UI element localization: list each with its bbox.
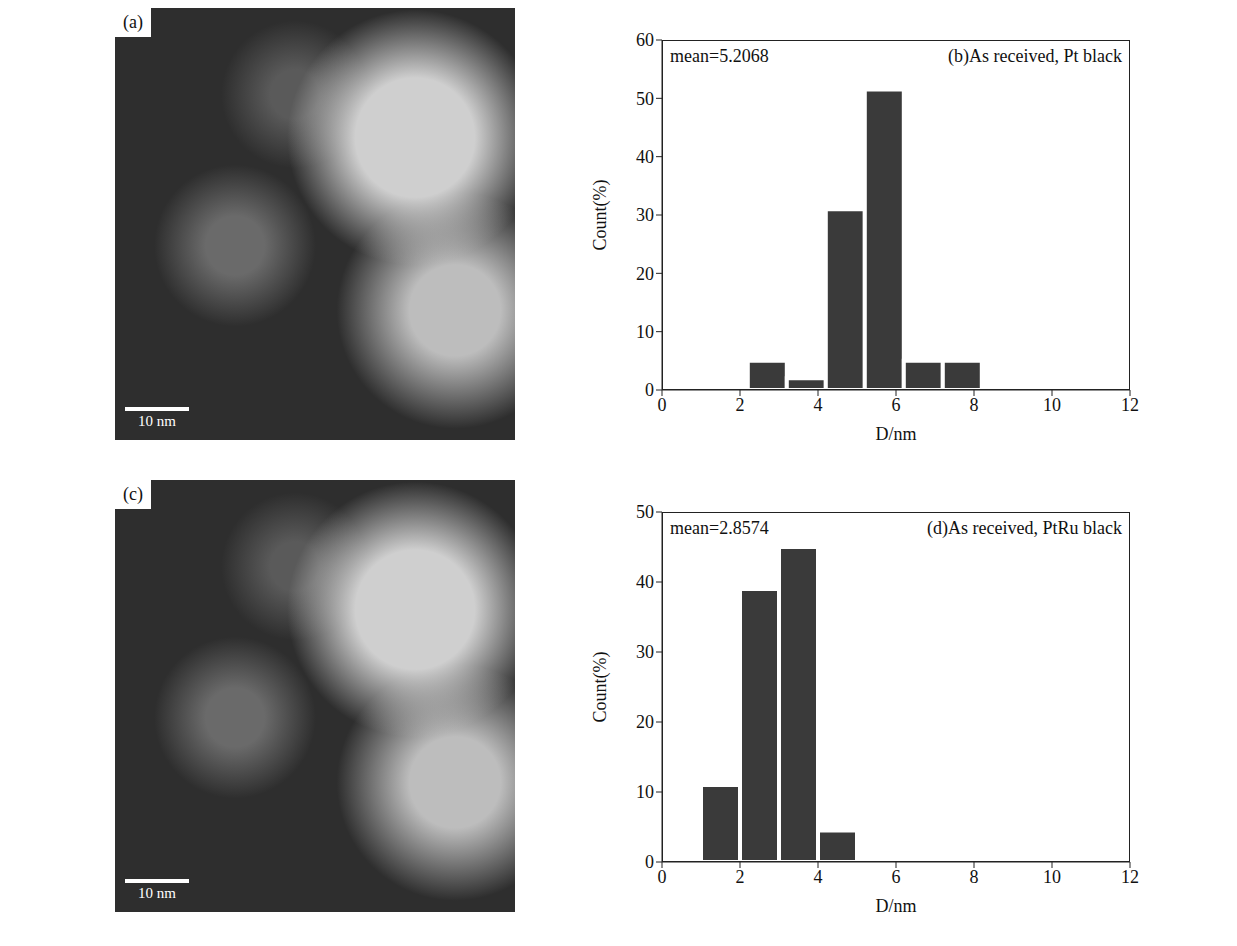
- svg-text:60: 60: [636, 30, 654, 50]
- svg-text:12: 12: [1121, 395, 1139, 415]
- svg-text:40: 40: [636, 147, 654, 167]
- svg-text:50: 50: [636, 89, 654, 109]
- svg-text:30: 30: [636, 205, 654, 225]
- svg-text:12: 12: [1121, 867, 1139, 887]
- svg-text:4: 4: [814, 395, 823, 415]
- svg-text:8: 8: [970, 867, 979, 887]
- html-text:(a): (a): [123, 12, 143, 32]
- svg-text:10: 10: [636, 322, 654, 342]
- svg-text:D/nm: D/nm: [875, 896, 916, 916]
- svg-text:0: 0: [645, 852, 654, 872]
- svg-text:0: 0: [658, 867, 667, 887]
- html-text:10 nm: 10 nm: [138, 413, 176, 429]
- svg-text:6: 6: [892, 395, 901, 415]
- svg-text:20: 20: [636, 264, 654, 284]
- svg-text:10: 10: [636, 782, 654, 802]
- svg-text:2: 2: [736, 867, 745, 887]
- svg-text:10: 10: [1043, 395, 1061, 415]
- svg-text:8: 8: [970, 395, 979, 415]
- html-text:10 nm: 10 nm: [138, 885, 176, 901]
- html-text:mean=2.8574: mean=2.8574: [670, 518, 769, 538]
- svg-text:40: 40: [636, 572, 654, 592]
- svg-text:10: 10: [1043, 867, 1061, 887]
- html-text:mean=5.2068: mean=5.2068: [670, 46, 769, 66]
- svg-text:Count(%): Count(%): [590, 652, 611, 723]
- svg-text:4: 4: [814, 867, 823, 887]
- svg-text:0: 0: [645, 380, 654, 400]
- svg-text:2: 2: [736, 395, 745, 415]
- svg-text:0: 0: [658, 395, 667, 415]
- html-text:(b)As received, Pt black: (b)As received, Pt black: [948, 46, 1122, 66]
- html-text:(d)As received, PtRu black: (d)As received, PtRu black: [927, 518, 1122, 538]
- svg-text:Count(%): Count(%): [590, 180, 611, 251]
- svg-text:D/nm: D/nm: [875, 424, 916, 444]
- svg-text:30: 30: [636, 642, 654, 662]
- svg-text:6: 6: [892, 867, 901, 887]
- svg-text:50: 50: [636, 502, 654, 522]
- svg-text:20: 20: [636, 712, 654, 732]
- html-text:(c): (c): [123, 484, 143, 504]
